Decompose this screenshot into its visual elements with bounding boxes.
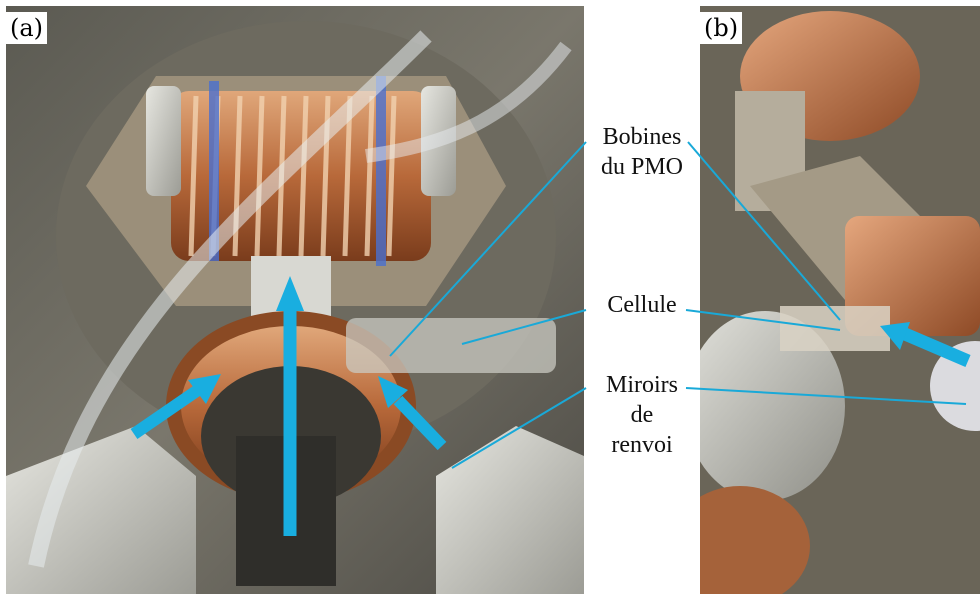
leader-bobines-b (687, 141, 841, 321)
leader-cellule-a (461, 309, 587, 345)
leader-bobines-a (389, 141, 587, 357)
photo-b-drawing (700, 6, 980, 594)
caption-bobines: Bobines du PMO (584, 122, 700, 182)
beam-arrows-a (130, 276, 447, 536)
panel-label-b: (b) (700, 12, 743, 44)
caption-miroirs-line3: renvoi (611, 432, 673, 458)
caption-bobines-line1: Bobines (602, 124, 682, 150)
caption-miroirs: Miroirs de renvoi (584, 370, 700, 460)
caption-cellule: Cellule (607, 292, 677, 318)
leader-cellule-b (685, 309, 841, 331)
photo-a-drawing (6, 6, 584, 594)
panel-label-a: (a) (6, 12, 48, 44)
photo-panel-b (700, 6, 980, 594)
photo-panel-a (6, 6, 584, 594)
leader-miroirs-a (451, 387, 587, 469)
caption-miroirs-line2: de (630, 402, 654, 428)
leader-miroirs-b (685, 387, 967, 405)
caption-miroirs-line1: Miroirs (606, 372, 678, 398)
beam-arrow-b (880, 322, 971, 367)
caption-bobines-line2: du PMO (600, 154, 684, 180)
